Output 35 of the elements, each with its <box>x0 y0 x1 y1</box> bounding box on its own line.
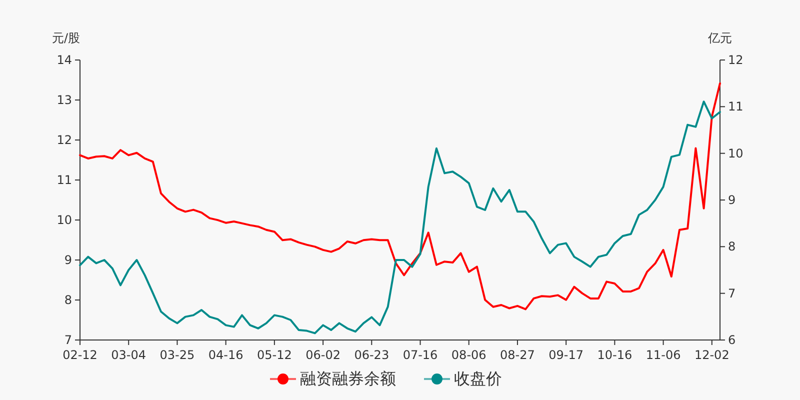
x-tick-label: 03-04 <box>111 348 146 362</box>
x-tick-label: 05-12 <box>256 348 292 362</box>
x-tick-label: 02-12 <box>62 348 98 362</box>
x-tick-label: 08-27 <box>500 348 535 362</box>
x-tick-label: 10-16 <box>597 348 632 362</box>
line-series <box>79 100 721 334</box>
y2-tick-label: 8 <box>728 240 736 254</box>
x-tick-label: 04-16 <box>208 348 244 362</box>
x-tick-label: 11-06 <box>646 348 681 362</box>
x-tick-label: 08-06 <box>451 348 486 362</box>
y2-tick-label: 7 <box>728 286 736 300</box>
y2-tick-label: 12 <box>728 53 744 67</box>
y2-axis-title: 亿元 <box>707 31 732 45</box>
x-tick-label: 07-16 <box>402 348 438 362</box>
x-tick-label: 03-25 <box>160 348 195 362</box>
y-tick-label: 9 <box>64 253 72 267</box>
x-tick-label: 06-23 <box>354 348 390 362</box>
legend-label: 融资融券余额 <box>300 369 396 388</box>
y2-tick-label: 9 <box>728 193 736 207</box>
y-tick-label: 11 <box>56 173 72 187</box>
x-tick-label: 06-02 <box>306 348 340 362</box>
y2-tick-label: 6 <box>728 333 736 347</box>
y-tick-label: 10 <box>56 213 72 227</box>
line-series <box>79 82 721 310</box>
x-tick-label: 12-02 <box>694 348 730 362</box>
y-tick-label: 12 <box>56 133 72 147</box>
y-tick-label: 7 <box>64 333 72 347</box>
legend-label: 收盘价 <box>454 369 502 388</box>
y-tick-label: 8 <box>64 293 72 307</box>
x-tick-label: 09-17 <box>548 348 584 362</box>
y2-tick-label: 10 <box>728 146 744 160</box>
y-tick-label: 14 <box>56 53 72 67</box>
y-tick-label: 13 <box>56 93 72 107</box>
y2-tick-label: 11 <box>728 100 744 114</box>
y-axis-title: 元/股 <box>52 31 80 45</box>
